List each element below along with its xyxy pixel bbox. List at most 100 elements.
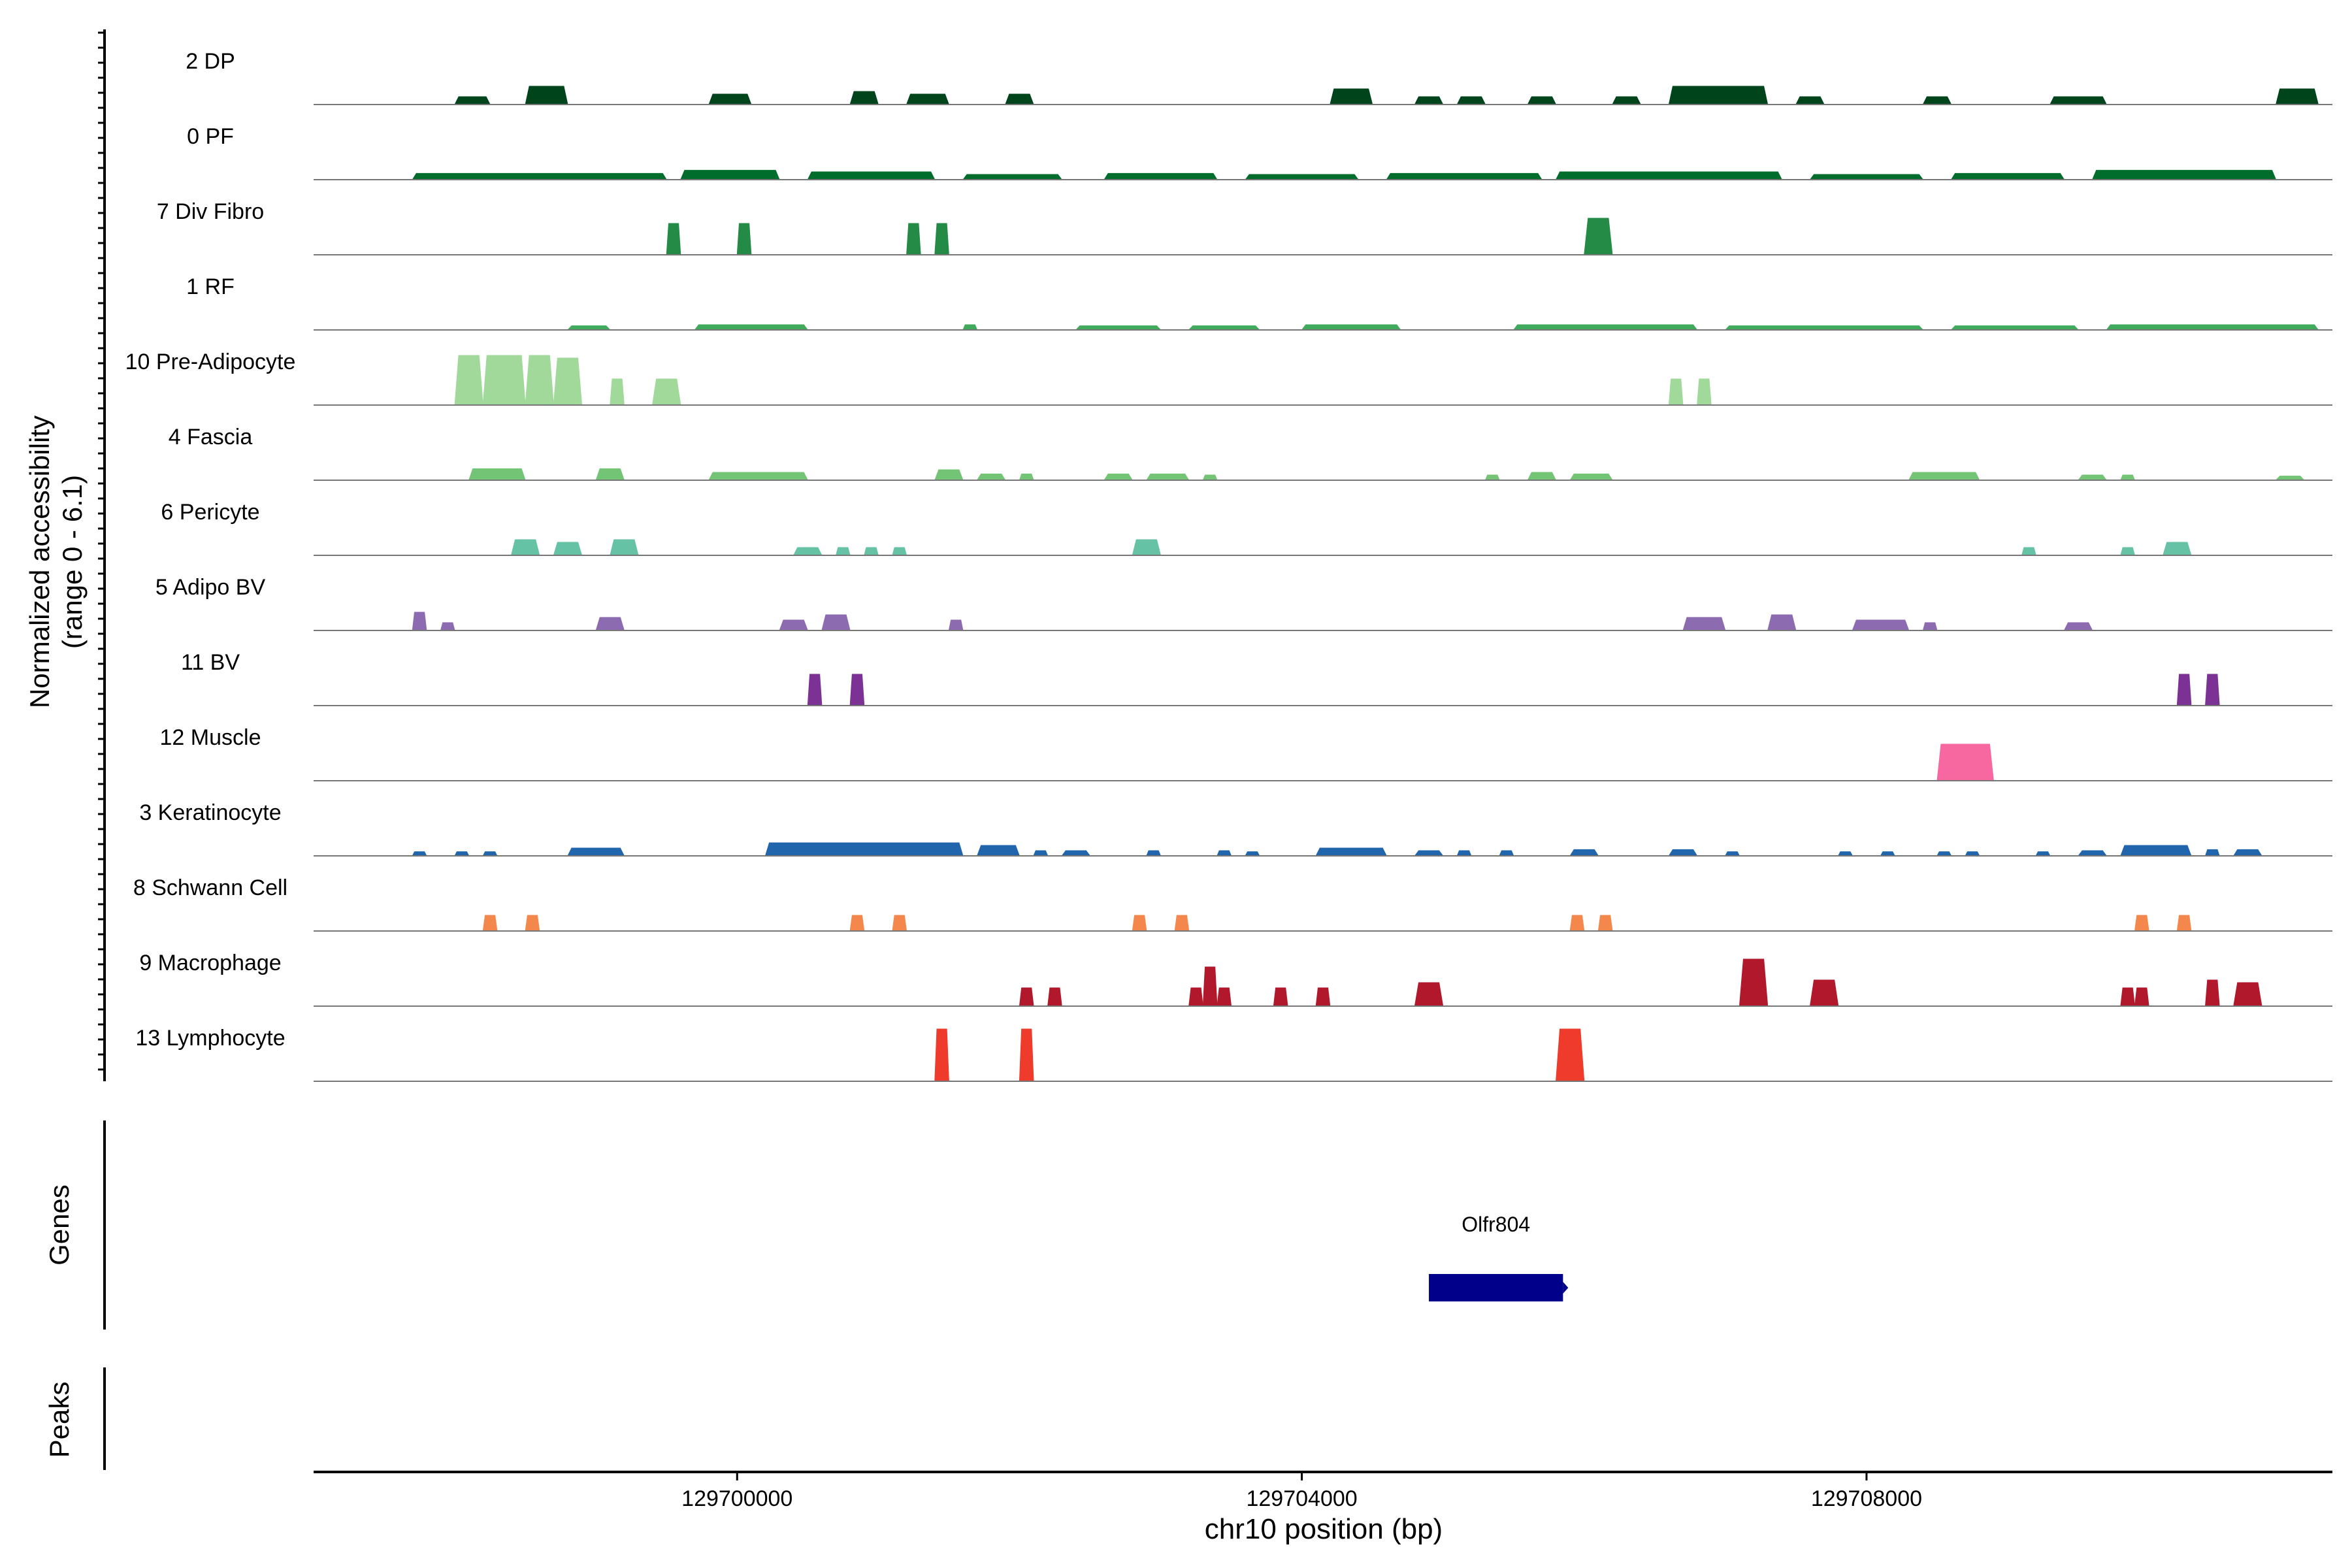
- x-axis-ticks: 129700000 129704000 129708000: [681, 1472, 1922, 1511]
- coverage-region: [2204, 849, 2220, 857]
- track: 0 PF: [187, 124, 2332, 180]
- coverage-region: [835, 547, 851, 556]
- genes-track: Olfr804: [1429, 1213, 1569, 1301]
- coverage-region: [1019, 473, 1034, 481]
- coverage-region: [694, 324, 809, 331]
- coverage-region: [1668, 86, 1769, 105]
- track: 2 DP: [186, 49, 2332, 105]
- coverage-region: [864, 547, 879, 556]
- track: 8 Schwann Cell: [133, 875, 2332, 932]
- x-axis-label: chr10 position (bp): [1205, 1513, 1443, 1545]
- coverage-region: [482, 355, 526, 406]
- track-label: 12 Muscle: [160, 725, 261, 750]
- coverage-region: [1555, 1028, 1585, 1082]
- gene-strand-arrow: [1563, 1282, 1569, 1294]
- coverage-region: [2163, 542, 2192, 556]
- coverage-region: [792, 547, 823, 556]
- coverage-region: [934, 1028, 949, 1082]
- coverage-region: [1061, 850, 1091, 857]
- track: 1 RF: [186, 274, 2332, 331]
- coverage-region: [2204, 674, 2220, 706]
- track-label: 0 PF: [187, 124, 234, 149]
- track: 12 Muscle: [160, 725, 2332, 781]
- x-tick-label: 129704000: [1246, 1486, 1357, 1511]
- coverage-region: [1852, 619, 1910, 631]
- coverage-region: [1809, 174, 1924, 180]
- coverage-region: [1033, 850, 1049, 857]
- coverage-region: [1922, 96, 1952, 105]
- coverage-region: [1103, 172, 1218, 180]
- coverage-region: [1132, 915, 1147, 932]
- coverage-region: [1315, 987, 1331, 1007]
- coverage-region: [1315, 847, 1388, 857]
- coverage-region: [454, 96, 491, 105]
- coverage-region: [962, 324, 978, 331]
- coverage-region: [1950, 172, 2065, 180]
- coverage-region: [610, 378, 625, 406]
- coverage-region: [1682, 617, 1726, 631]
- coverage-region: [1456, 96, 1486, 105]
- y-axis-label: Normalized accessibility: [24, 416, 55, 708]
- track-label: 11 BV: [181, 650, 240, 675]
- coverage-region: [1612, 96, 1641, 105]
- coverage-region: [2134, 915, 2149, 932]
- coverage-region: [1103, 473, 1134, 481]
- gene-label: Olfr804: [1462, 1213, 1530, 1236]
- coverage-region: [1301, 324, 1401, 331]
- coverage-region: [1456, 850, 1472, 857]
- track: 10 Pre-Adipocyte: [125, 350, 2332, 406]
- coverage-region: [680, 170, 780, 180]
- coverage-region: [2134, 987, 2149, 1007]
- coverage-region: [892, 915, 907, 932]
- track-label: 13 Lymphocyte: [135, 1026, 285, 1051]
- coverage-region: [1697, 378, 1712, 406]
- coverage-region: [708, 93, 752, 105]
- coverage-region: [1019, 1028, 1034, 1082]
- coverage-region: [553, 357, 583, 406]
- coverage-region: [1922, 622, 1938, 631]
- track: 7 Div Fibro: [157, 199, 2332, 255]
- coverage-region: [1597, 915, 1613, 932]
- coverage-region: [1005, 93, 1034, 105]
- y-axis-label-line2: (range 0 - 6.1): [57, 475, 88, 649]
- coverage-region: [1555, 171, 1783, 180]
- track: 9 Macrophage: [139, 951, 2332, 1007]
- coverage-region: [2233, 982, 2262, 1007]
- coverage-region: [595, 617, 625, 631]
- coverage-region: [1047, 987, 1062, 1007]
- coverage-region: [652, 378, 681, 406]
- coverage-region: [2120, 547, 2136, 556]
- coverage-region: [821, 614, 851, 631]
- track-label: 1 RF: [186, 274, 235, 299]
- coverage-region: [1386, 172, 1543, 180]
- coverage-region: [1499, 850, 1514, 857]
- gene-body: [1429, 1274, 1563, 1301]
- track-label: 7 Div Fibro: [157, 199, 264, 224]
- coverage-region: [1527, 472, 1557, 481]
- track: 6 Pericyte: [161, 500, 2332, 556]
- coverage-region: [934, 469, 964, 481]
- coverage-region: [892, 547, 907, 556]
- track: 11 BV: [181, 650, 2332, 706]
- x-tick-label: 129700000: [681, 1486, 792, 1511]
- track-label: 8 Schwann Cell: [133, 875, 287, 900]
- coverage-region: [906, 93, 950, 105]
- coverage-region: [1809, 979, 1839, 1007]
- coverage-region: [1145, 473, 1190, 481]
- coverage-region: [1019, 987, 1034, 1007]
- y-axis-label-range: (range 0 - 6.1): [57, 475, 88, 649]
- coverage-region: [2106, 324, 2319, 331]
- track: 4 Fascia: [169, 425, 2332, 481]
- coverage-region: [1512, 324, 1698, 331]
- track-label: 3 Keratinocyte: [139, 800, 281, 825]
- coverage-region: [849, 915, 865, 932]
- coverage-region: [2078, 474, 2108, 481]
- coverage-region: [1330, 88, 1373, 105]
- coverage-region: [976, 473, 1006, 481]
- coverage-region: [1132, 539, 1162, 556]
- coverage-region: [2275, 88, 2319, 105]
- coverage-region: [1668, 849, 1698, 857]
- coverage-region: [976, 845, 1021, 857]
- track: 3 Keratinocyte: [139, 800, 2332, 857]
